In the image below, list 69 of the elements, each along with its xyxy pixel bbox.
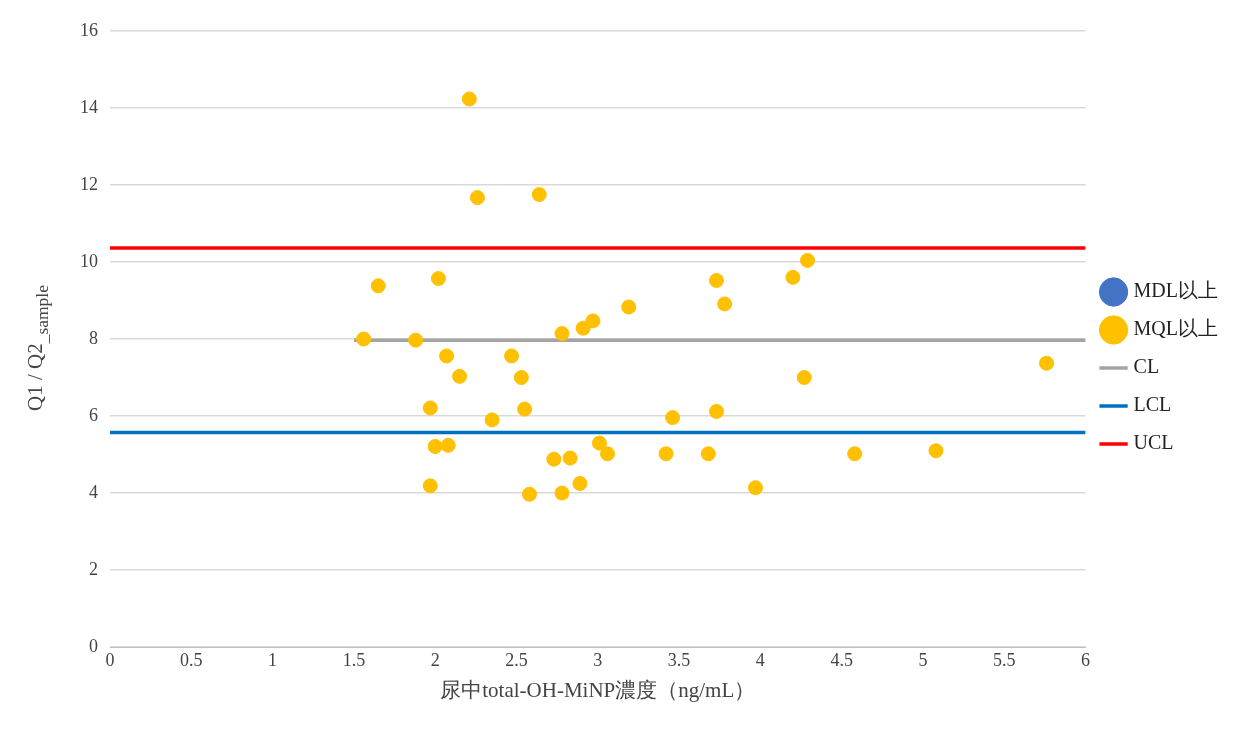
x-tick-label: 2.5 [505,649,528,670]
point [575,320,591,336]
point [717,296,733,312]
point [796,370,812,386]
point [708,403,724,419]
y-tick-label: 10 [80,250,98,271]
legend-label: MQL以上 [1133,317,1219,340]
point [452,368,468,384]
point [513,370,529,386]
y-tick-label: 14 [80,96,98,117]
point [554,326,570,342]
point [591,435,607,451]
point [554,485,570,501]
y-tick-label: 2 [89,558,98,579]
point [422,400,438,416]
point [572,475,588,491]
point [422,478,438,494]
legend-label: MDL以上 [1133,279,1219,302]
point [585,313,601,329]
x-tick-label: 0 [105,649,115,670]
point [747,480,763,496]
point [439,348,455,364]
point [700,446,716,462]
legend-label: UCL [1133,431,1174,454]
y-tick-label: 16 [80,19,98,40]
point [427,438,443,454]
point [469,190,485,206]
point [847,446,863,462]
point [800,252,816,268]
point [600,446,616,462]
point [562,450,578,466]
point [658,446,674,462]
y-tick-label: 12 [80,173,98,194]
point [430,271,446,287]
point [546,451,562,467]
x-tick-label: 2 [430,649,440,670]
legend-label: CL [1133,355,1160,378]
legend-label: LCL [1133,393,1172,416]
point [461,91,477,107]
point [785,269,801,285]
point [521,486,537,502]
x-axis-title: 尿中total-OH-MiNP濃度（ng/mL） [440,677,756,702]
point [408,332,424,348]
x-tick-label: 1 [268,649,278,670]
point [621,299,637,315]
point [356,331,372,347]
y-tick-label: 0 [89,635,98,656]
x-tick-label: 0.5 [180,649,203,670]
point [517,401,533,417]
y-tick-label: 8 [89,327,98,348]
point [665,410,681,426]
point [1039,355,1055,371]
point [708,272,724,288]
y-tick-label: 4 [89,481,98,502]
x-tick-label: 4.5 [830,649,853,670]
point [928,443,944,459]
point [370,278,386,294]
x-tick-label: 3.5 [667,649,691,670]
x-tick-label: 6 [1081,649,1091,670]
x-tick-label: 5.5 [993,649,1016,670]
x-tick-label: 1.5 [342,649,366,670]
y-tick-label: 6 [89,404,98,425]
x-tick-label: 3 [593,649,603,670]
point [440,437,456,453]
point [504,348,520,364]
point [531,187,547,203]
point [484,412,500,428]
x-tick-label: 5 [918,649,928,670]
x-tick-label: 4 [755,649,765,670]
